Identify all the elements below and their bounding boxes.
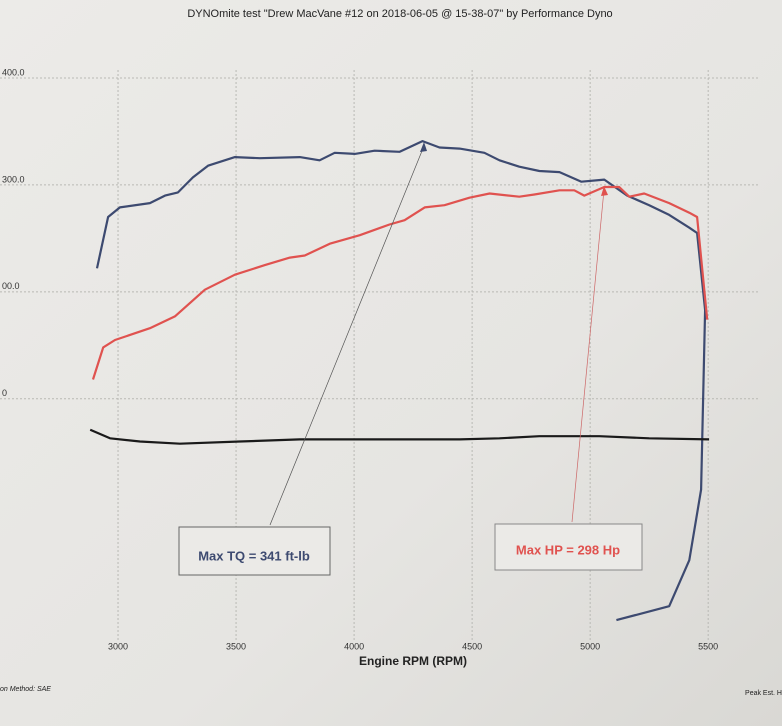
chart-title: DYNOmite test "Drew MacVane #12 on 2018-… <box>187 8 612 20</box>
x-tick-label: 5000 <box>580 641 600 651</box>
annotation: Max TQ = 341 ft-lb <box>198 548 310 563</box>
arrow-head <box>601 186 608 196</box>
data-line <box>95 140 707 622</box>
footer-note: on Method: SAE <box>0 686 51 693</box>
annotation-box <box>494 523 643 571</box>
x-tick-label: 5500 <box>698 641 718 651</box>
y-tick-label: 300.0 <box>2 174 25 184</box>
annotation: Max HP = 298 Hp <box>516 542 620 557</box>
x-axis-label: Engine RPM (RPM) <box>359 654 467 668</box>
data-line <box>89 428 710 445</box>
annotation-box <box>178 526 331 576</box>
y-tick-label: 00.0 <box>2 281 20 291</box>
annotation-arrow <box>269 145 425 526</box>
footer-note: Peak Est. H <box>745 690 782 697</box>
x-tick-label: 3000 <box>108 641 128 651</box>
arrow-head <box>420 142 427 152</box>
x-tick-label: 4500 <box>462 641 482 651</box>
y-tick-label: 400.0 <box>2 67 25 77</box>
plot-area: 3000 3500 4000 4500 5000 5500 400.0 300.0 00.0 0 <box>0 67 760 651</box>
data-line <box>91 185 709 380</box>
x-tick-label: 3500 <box>226 641 246 651</box>
x-tick-label: 4000 <box>344 641 364 651</box>
y-tick-label: 0 <box>2 388 7 398</box>
annotation-arrow <box>571 189 605 523</box>
